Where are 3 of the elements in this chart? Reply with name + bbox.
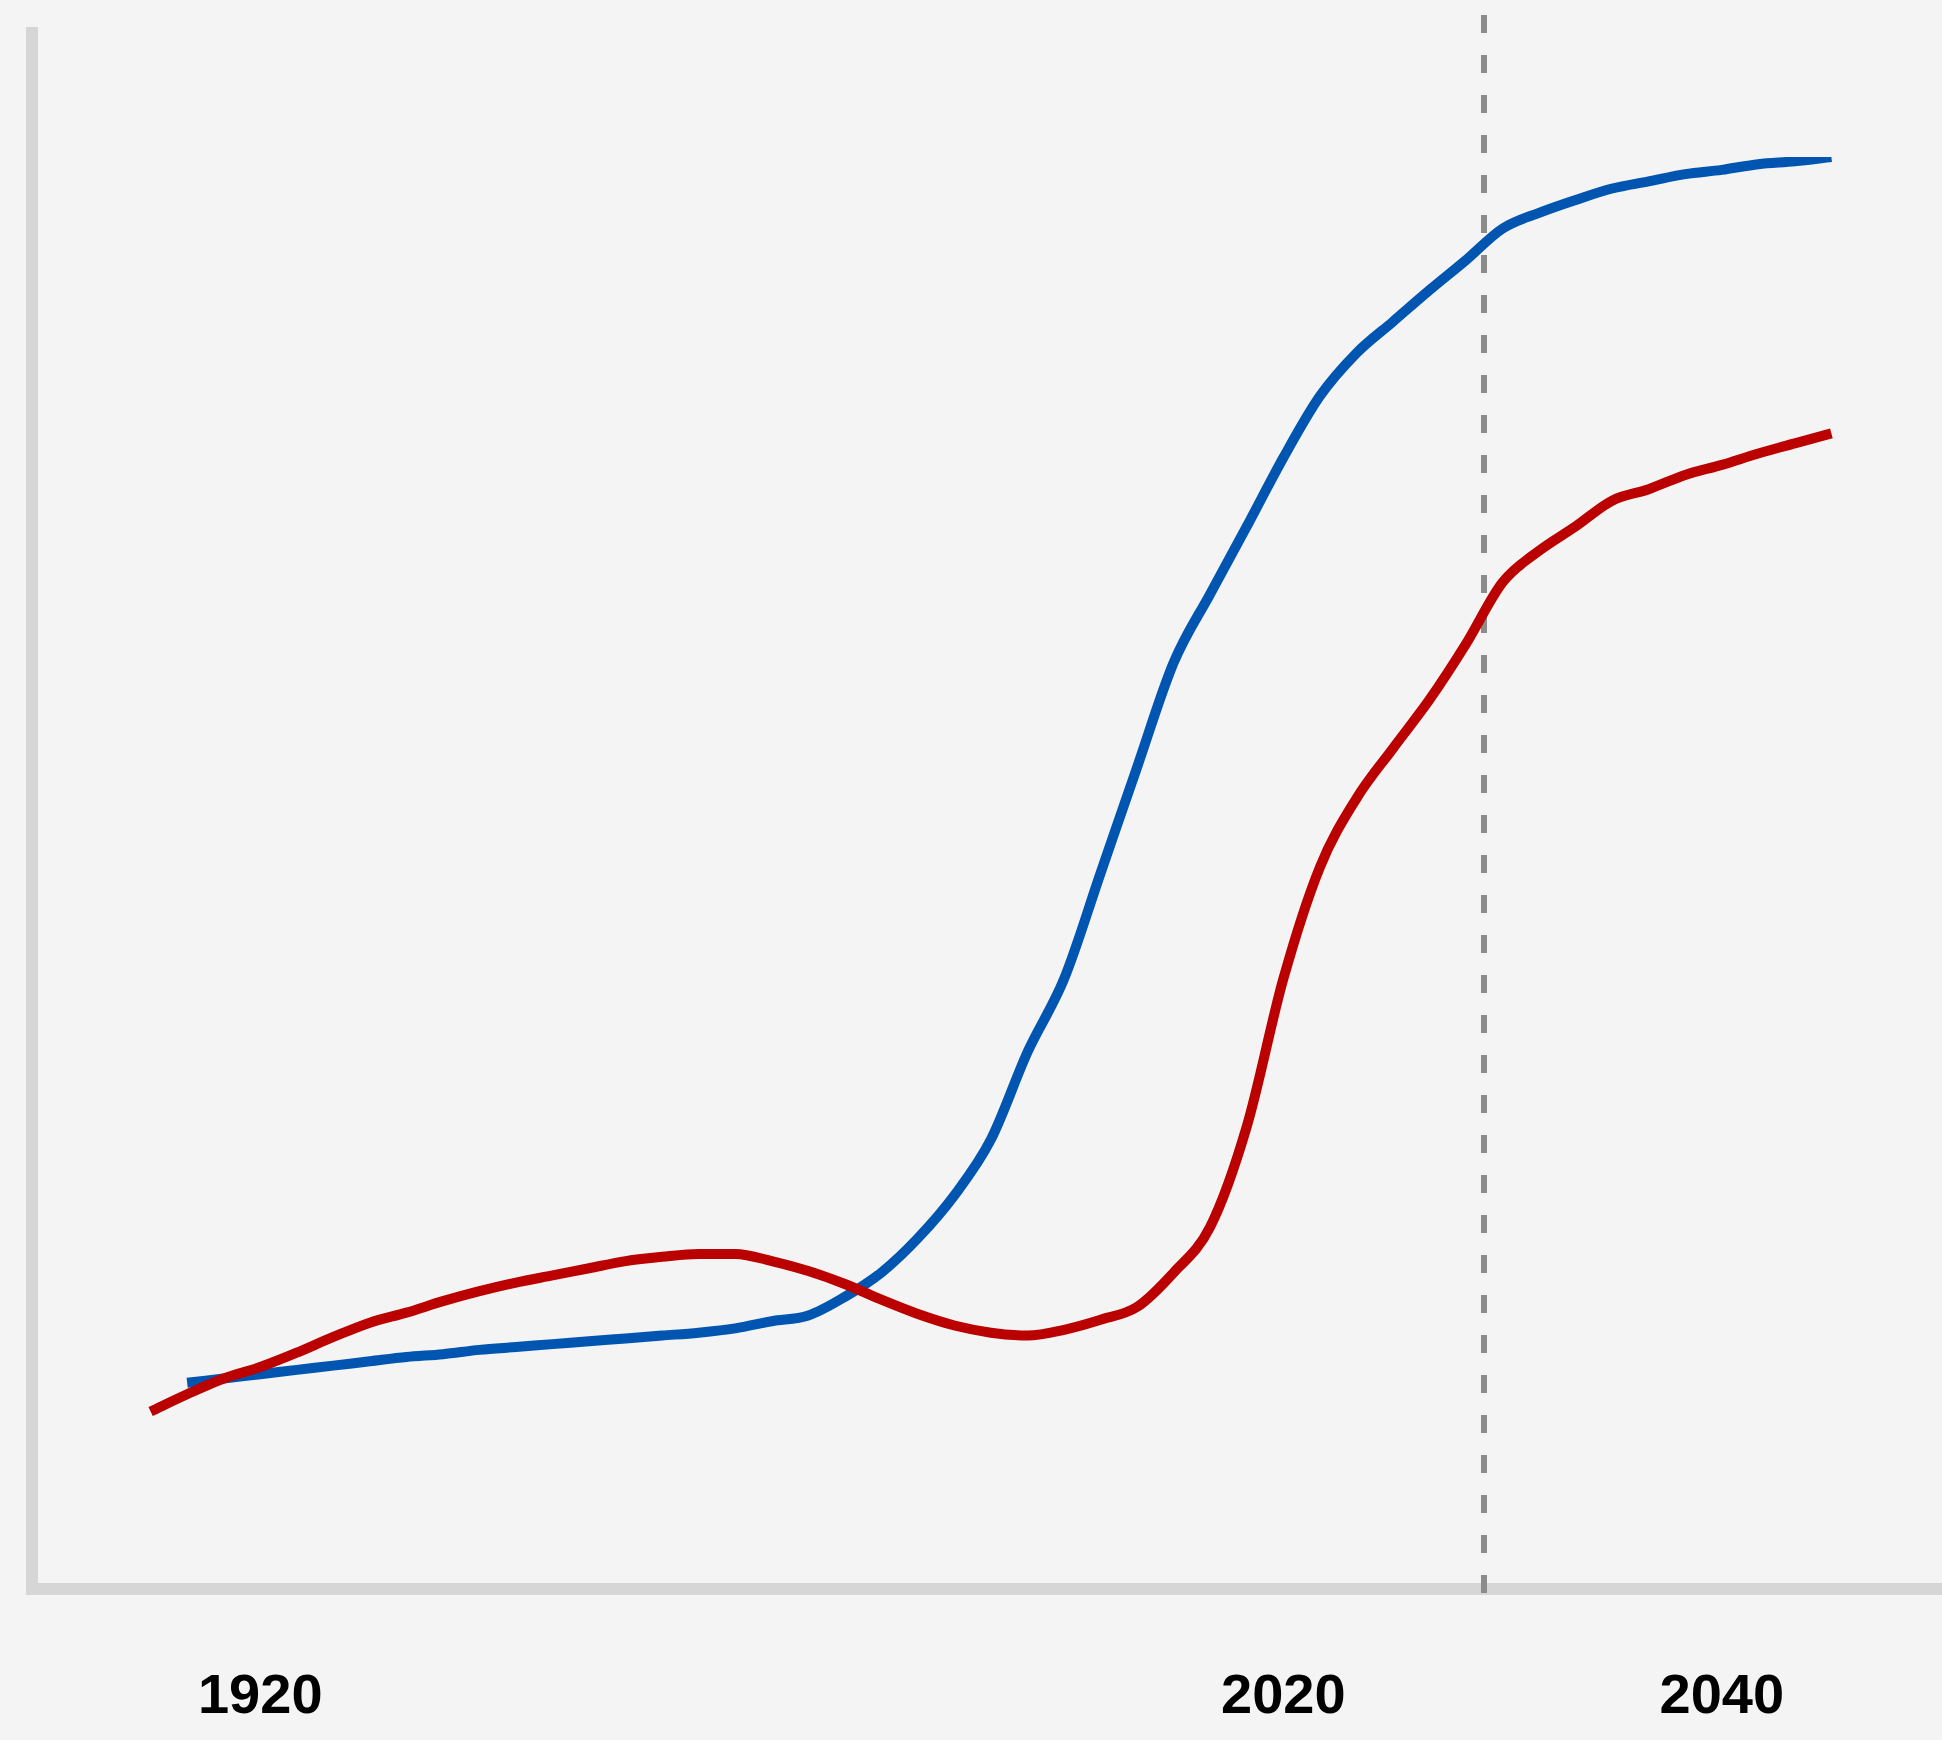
x-tick-label: 2040 xyxy=(1659,1662,1785,1726)
x-tick-label: 2020 xyxy=(1221,1662,1346,1726)
x-tick-label: 1920 xyxy=(197,1662,323,1726)
